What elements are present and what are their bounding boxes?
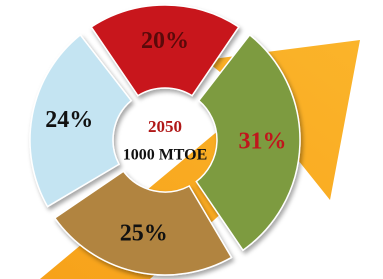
chart: 20% 31% 25% 24% 2050 1000 MTOE <box>0 0 383 279</box>
data-label: 24% <box>45 107 93 133</box>
data-label: 25% <box>120 221 168 247</box>
center-subtitle: 1000 MTOE <box>123 147 208 164</box>
data-label: 20% <box>141 28 189 54</box>
center-title: 2050 <box>148 117 182 136</box>
data-label: 31% <box>238 129 286 155</box>
